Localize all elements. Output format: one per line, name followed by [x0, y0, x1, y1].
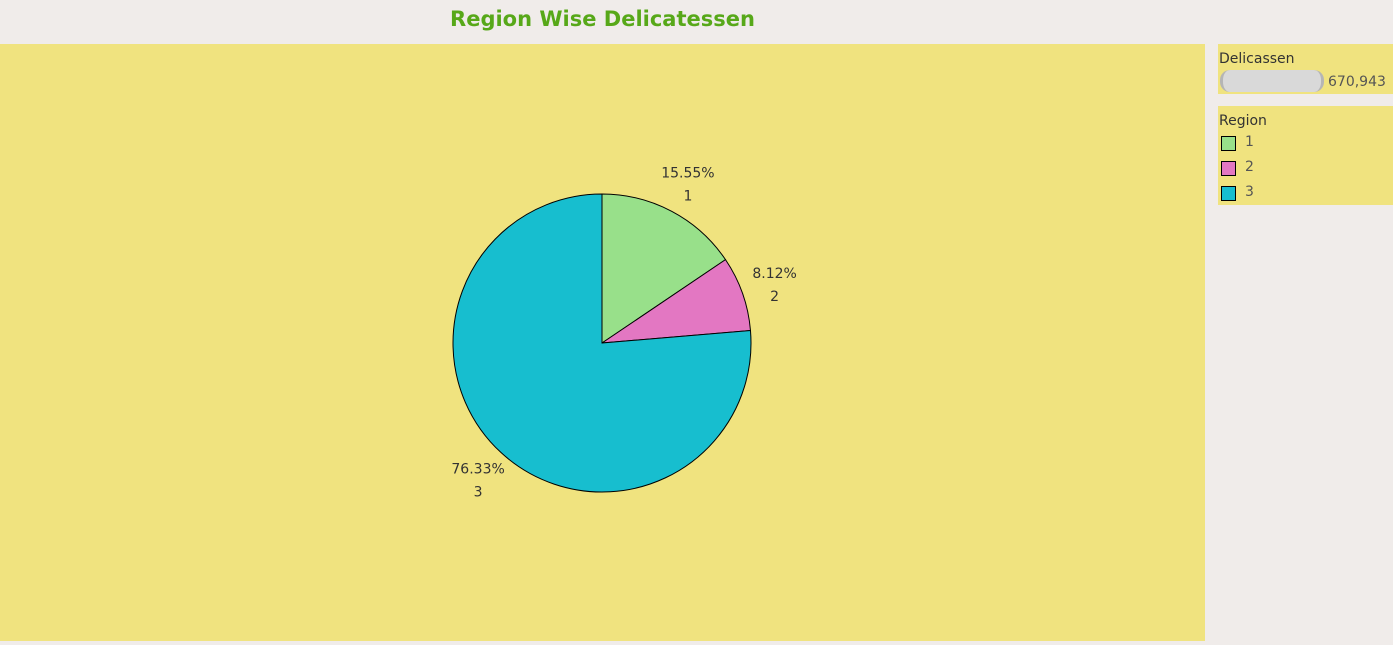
- side-panel: Delicassen 670,943 Region 1 2 3: [1206, 44, 1393, 641]
- size-legend-bar: [1220, 70, 1324, 92]
- slice-percent-label-1: 15.55%: [661, 165, 714, 181]
- plot-area: 15.55% 1 8.12% 2 76.33% 3: [0, 44, 1205, 641]
- slice-percent-label-2: 8.12%: [752, 266, 796, 282]
- size-legend: Delicassen 670,943: [1218, 44, 1393, 94]
- chart-title: Region Wise Delicatessen: [450, 7, 755, 31]
- legend-swatch-2: [1221, 161, 1236, 176]
- legend-label-2: 2: [1245, 159, 1254, 175]
- color-legend: Region 1 2 3: [1218, 106, 1393, 205]
- pie-slice-1[interactable]: [601, 193, 727, 344]
- legend-label-1: 1: [1245, 134, 1254, 150]
- legend-swatch-3: [1221, 186, 1236, 201]
- size-legend-title: Delicassen: [1219, 51, 1295, 67]
- slice-category-label-3: 3: [474, 485, 483, 501]
- color-legend-title: Region: [1219, 113, 1267, 129]
- size-legend-max-value: 670,943: [1328, 74, 1386, 90]
- legend-label-3: 3: [1245, 184, 1254, 200]
- header: Region Wise Delicatessen: [0, 0, 1205, 44]
- slice-category-label-1: 1: [683, 188, 692, 204]
- pie-slice-3[interactable]: [452, 193, 752, 493]
- pie-chart: 15.55% 1 8.12% 2 76.33% 3: [451, 165, 796, 501]
- legend-swatch-1: [1221, 136, 1236, 151]
- slice-category-label-2: 2: [770, 289, 779, 305]
- slice-percent-label-3: 76.33%: [451, 462, 504, 478]
